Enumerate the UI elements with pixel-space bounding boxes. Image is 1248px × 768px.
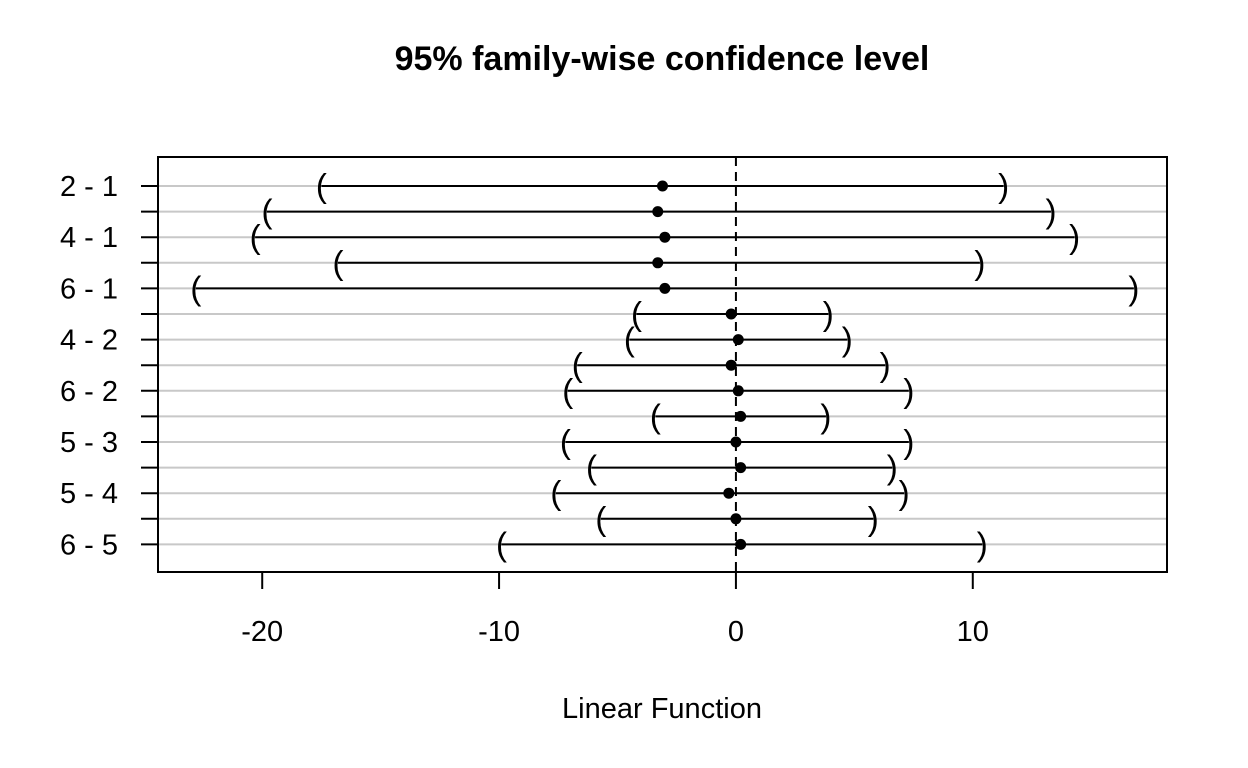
y-axis: 2 - 1 4 - 1 6 - 1 4 - 2 6 - 2 5 - 3 5 - 4 6 - 5	[60, 171, 158, 561]
x-axis-label: Linear Function	[562, 693, 762, 725]
y-tick-label: 6 - 2	[60, 376, 118, 408]
point-estimate	[730, 513, 742, 525]
interval-lower-bracket: (	[631, 295, 642, 332]
interval-lower-bracket: (	[586, 449, 597, 486]
y-tick-label: 4 - 1	[60, 222, 118, 254]
x-axis: -20 -10 0 10	[241, 572, 989, 648]
interval-lower-bracket: (	[261, 193, 272, 230]
interval-upper-bracket: )	[887, 449, 898, 486]
point-estimate	[732, 385, 744, 397]
interval-upper-bracket: )	[903, 372, 914, 409]
y-tick-label: 6 - 1	[60, 273, 118, 305]
interval-upper-bracket: )	[974, 244, 985, 281]
x-tick-label: 10	[957, 616, 989, 648]
interval-upper-bracket: )	[899, 474, 910, 511]
interval-upper-bracket: )	[820, 397, 831, 434]
y-tick-label: 2 - 1	[60, 171, 118, 203]
interval-lower-bracket: (	[496, 525, 507, 562]
y-tick-label: 6 - 5	[60, 529, 118, 561]
point-estimate	[659, 282, 671, 294]
point-estimate	[735, 410, 747, 422]
interval-upper-bracket: )	[868, 500, 879, 537]
point-estimate	[732, 334, 744, 346]
interval-lower-bracket: (	[560, 423, 571, 460]
point-estimate	[652, 206, 664, 218]
interval-lower-bracket: (	[316, 167, 327, 204]
interval-lower-bracket: (	[550, 474, 561, 511]
interval-upper-bracket: )	[1128, 269, 1139, 306]
interval-upper-bracket: )	[1045, 193, 1056, 230]
interval-lower-bracket: (	[650, 397, 661, 434]
x-tick-label: 0	[728, 616, 744, 648]
interval-upper-bracket: )	[1069, 218, 1080, 255]
interval-upper-bracket: )	[842, 321, 853, 358]
interval-lower-bracket: (	[190, 269, 201, 306]
y-tick-label: 5 - 3	[60, 427, 118, 459]
point-estimate	[730, 436, 742, 448]
point-estimate	[725, 308, 737, 320]
x-tick-label: -20	[241, 616, 283, 648]
interval-upper-bracket: )	[823, 295, 834, 332]
interval-series: () () () () () () () () () () () () () () ()	[190, 167, 1139, 562]
y-tick-label: 4 - 2	[60, 325, 118, 357]
interval-lower-bracket: (	[250, 218, 261, 255]
point-estimate	[723, 487, 735, 499]
point-estimate	[652, 257, 664, 269]
chart-title: 95% family-wise confidence level	[395, 40, 930, 78]
point-estimate	[659, 231, 671, 243]
point-estimate	[735, 462, 747, 474]
interval-lower-bracket: (	[333, 244, 344, 281]
interval-lower-bracket: (	[595, 500, 606, 537]
interval-lower-bracket: (	[562, 372, 573, 409]
interval-upper-bracket: )	[880, 346, 891, 383]
x-tick-label: -10	[478, 616, 520, 648]
interval-upper-bracket: )	[977, 525, 988, 562]
y-tick-label: 5 - 4	[60, 478, 118, 510]
interval-lower-bracket: (	[624, 321, 635, 358]
interval-upper-bracket: )	[903, 423, 914, 460]
point-estimate	[735, 538, 747, 550]
interval-upper-bracket: )	[998, 167, 1009, 204]
point-estimate	[657, 180, 668, 192]
interval-lower-bracket: (	[572, 346, 583, 383]
point-estimate	[725, 359, 737, 371]
